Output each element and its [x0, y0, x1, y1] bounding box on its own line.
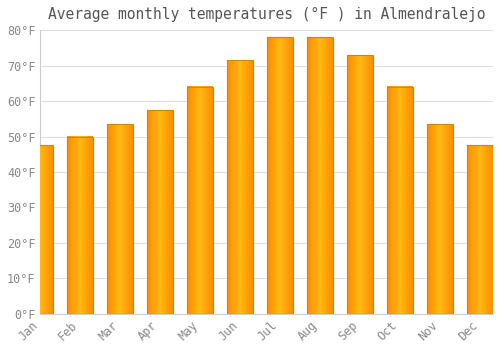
Bar [427, 124, 453, 314]
Bar [227, 60, 253, 314]
Bar [147, 110, 173, 314]
Bar [387, 87, 413, 314]
Bar [347, 55, 373, 314]
Bar [427, 124, 453, 314]
Bar [307, 37, 333, 314]
Title: Average monthly temperatures (°F ) in Almendralejo: Average monthly temperatures (°F ) in Al… [48, 7, 486, 22]
Bar [267, 37, 293, 314]
Bar [187, 87, 213, 314]
Bar [187, 87, 213, 314]
Bar [467, 145, 493, 314]
Bar [387, 87, 413, 314]
Bar [28, 145, 54, 314]
Bar [347, 55, 373, 314]
Bar [467, 145, 493, 314]
Bar [68, 136, 94, 314]
Bar [307, 37, 333, 314]
Bar [68, 136, 94, 314]
Bar [28, 145, 54, 314]
Bar [227, 60, 253, 314]
Bar [108, 124, 134, 314]
Bar [147, 110, 173, 314]
Bar [108, 124, 134, 314]
Bar [267, 37, 293, 314]
